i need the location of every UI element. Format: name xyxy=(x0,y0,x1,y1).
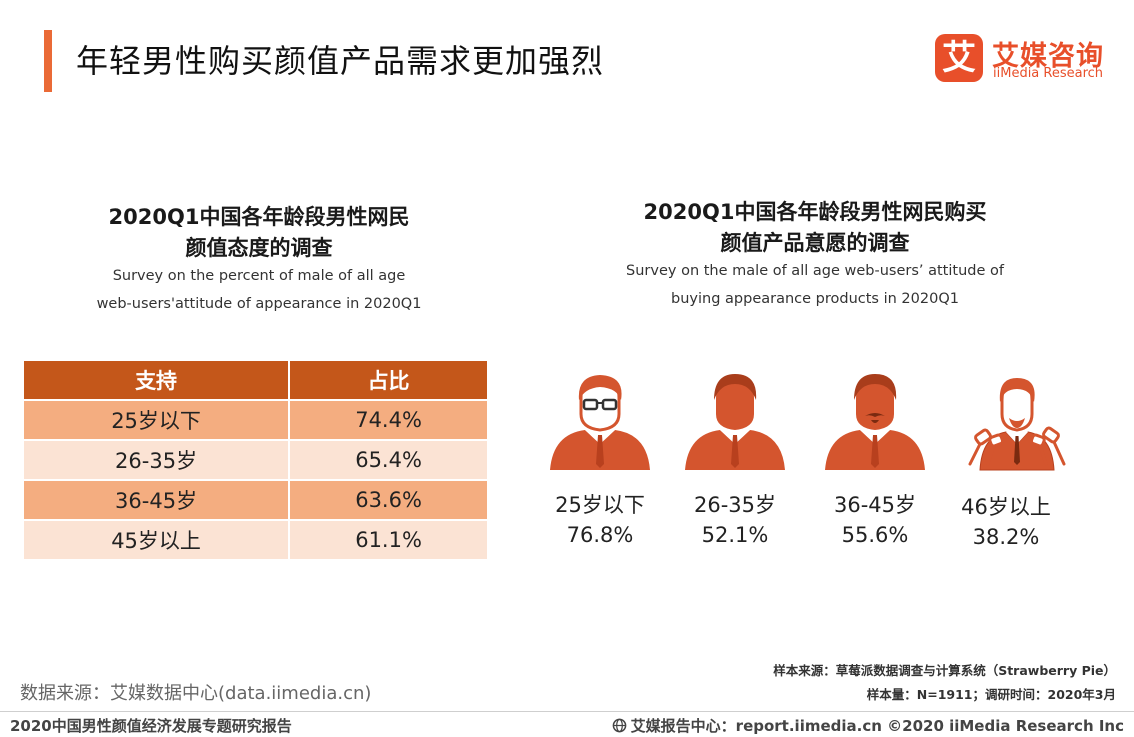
sample-source-note: 样本来源：草莓派数据调查与计算系统（Strawberry Pie） xyxy=(773,663,1116,678)
man-icon xyxy=(680,372,790,472)
left-section-subtitle: Survey on the percent of male of all age… xyxy=(44,262,474,318)
title-accent-bar xyxy=(44,30,52,92)
man-mustache-icon xyxy=(820,372,930,472)
right-subtitle-line-1: Survey on the male of all age web-users’… xyxy=(626,263,1004,279)
person-group-1-value: 76.8% xyxy=(566,523,634,547)
footer-divider xyxy=(0,711,1134,712)
young-man-glasses-icon xyxy=(545,372,655,472)
table-cell-value: 63.6% xyxy=(288,479,487,520)
table-header-share: 占比 xyxy=(288,361,487,400)
report-center: 艾媒报告中心：report.iimedia.cn ©2020 iiMedia R… xyxy=(612,715,1124,736)
left-title-line-1: 2020Q1中国各年龄段男性网民 xyxy=(108,205,410,229)
report-center-text[interactable]: 艾媒报告中心：report.iimedia.cn ©2020 iiMedia R… xyxy=(630,717,1124,735)
person-label-group-3: 36-45岁 55.6% xyxy=(805,490,945,550)
man-press-microphones-icon xyxy=(962,372,1072,472)
report-title: 2020中国男性颜值经济发展专题研究报告 xyxy=(10,717,292,735)
person-group-1-age: 25岁以下 xyxy=(555,493,645,517)
right-section-title: 2020Q1中国各年龄段男性网民购买 颜值产品意愿的调查 xyxy=(590,197,1040,259)
right-title-line-1: 2020Q1中国各年龄段男性网民购买 xyxy=(643,200,987,224)
table-row: 25岁以下 74.4% xyxy=(24,399,487,440)
right-title-line-2: 颜值产品意愿的调查 xyxy=(720,231,910,255)
table-header-support: 支持 xyxy=(24,361,290,400)
person-group-3-value: 55.6% xyxy=(841,523,909,547)
person-label-group-4: 46岁以上 38.2% xyxy=(936,492,1076,552)
table-row: 45岁以上 61.1% xyxy=(24,519,487,559)
table-cell-group: 25岁以下 xyxy=(24,399,290,440)
attitude-table: 支持 占比 25岁以下 74.4% 26-35岁 65.4% 36-45岁 63… xyxy=(24,361,487,559)
table-cell-group: 26-35岁 xyxy=(24,439,290,480)
page-title: 年轻男性购买颜值产品需求更加强烈 xyxy=(76,42,605,80)
person-label-group-1: 25岁以下 76.8% xyxy=(530,490,670,550)
left-title-line-2: 颜值态度的调查 xyxy=(185,236,333,260)
person-group-2-value: 52.1% xyxy=(701,523,769,547)
right-subtitle-line-2: buying appearance products in 2020Q1 xyxy=(671,291,959,307)
table-cell-value: 74.4% xyxy=(288,399,487,440)
logo-mark-icon: 艾 xyxy=(935,34,983,82)
logo-english-name: iiMedia Research xyxy=(993,66,1104,81)
left-subtitle-line-1: Survey on the percent of male of all age xyxy=(112,268,406,284)
person-group-3-age: 36-45岁 xyxy=(833,493,917,517)
table-cell-value: 65.4% xyxy=(288,439,487,480)
person-label-group-2: 26-35岁 52.1% xyxy=(665,490,805,550)
table-cell-group: 36-45岁 xyxy=(24,479,290,520)
data-source: 数据来源：艾媒数据中心(data.iimedia.cn) xyxy=(20,683,372,704)
iimedia-logo: 艾 艾媒咨询 iiMedia Research xyxy=(935,34,1115,84)
table-row: 36-45岁 63.6% xyxy=(24,479,487,520)
person-group-4-age: 46岁以上 xyxy=(961,495,1051,519)
person-group-4-value: 38.2% xyxy=(972,525,1040,549)
sample-size-note: 样本量：N=1911；调研时间：2020年3月 xyxy=(866,687,1116,702)
table-cell-group: 45岁以上 xyxy=(24,519,290,559)
table-cell-value: 61.1% xyxy=(288,519,487,559)
left-subtitle-line-2: web-users'attitude of appearance in 2020… xyxy=(96,296,422,312)
left-section-title: 2020Q1中国各年龄段男性网民 颜值态度的调查 xyxy=(44,202,474,264)
table-row: 26-35岁 65.4% xyxy=(24,439,487,480)
person-group-2-age: 26-35岁 xyxy=(693,493,777,517)
logo-chinese-name: 艾媒咨询 xyxy=(992,41,1104,72)
globe-icon xyxy=(612,718,627,733)
right-section-subtitle: Survey on the male of all age web-users’… xyxy=(590,257,1040,313)
